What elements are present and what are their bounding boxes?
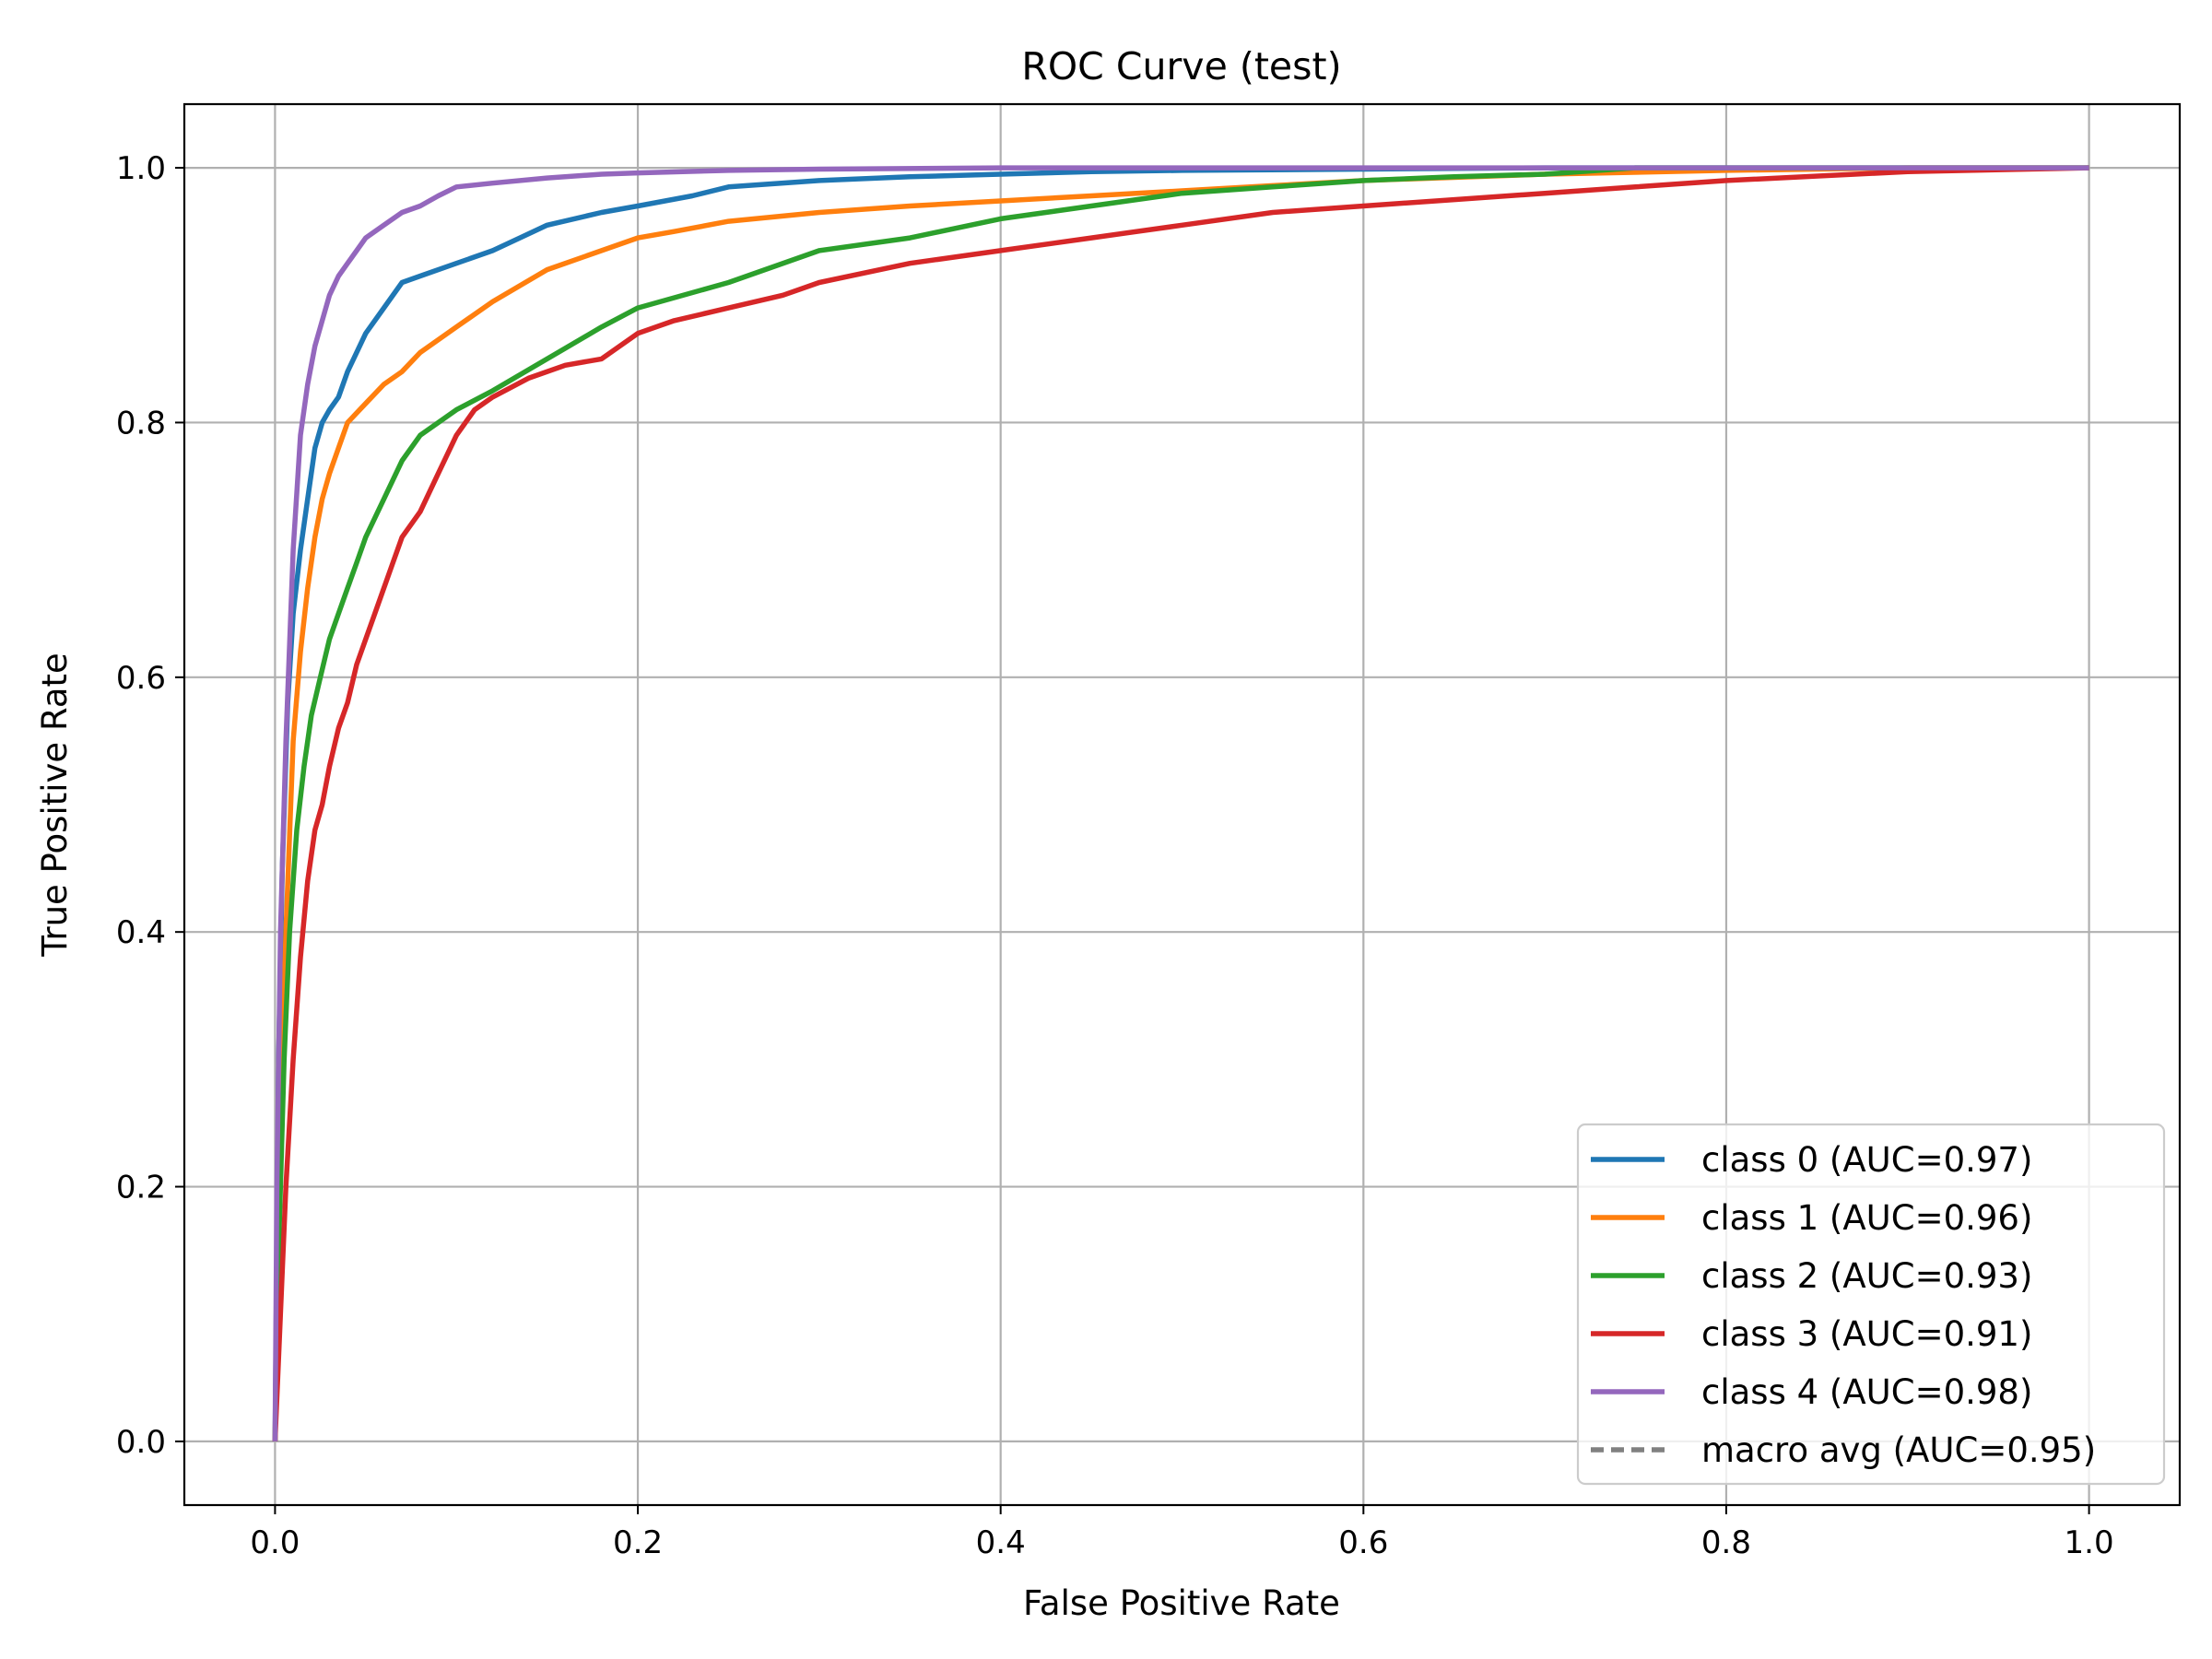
- series-lines: [272, 165, 2089, 1442]
- legend-entry: class 2 (AUC=0.93): [1591, 1256, 2032, 1296]
- y-tick-label: 0.4: [116, 914, 166, 951]
- legend-label: class 0 (AUC=0.97): [1701, 1140, 2032, 1180]
- x-tick-label: 0.8: [1701, 1524, 1751, 1561]
- series-line-class-2: [272, 165, 2089, 1441]
- legend-entry: macro avg (AUC=0.95): [1591, 1430, 2096, 1470]
- legend-entry: class 3 (AUC=0.91): [1591, 1314, 2032, 1354]
- y-tick-label: 0.6: [116, 660, 166, 697]
- plot-frame: [182, 102, 2182, 1507]
- x-tick-label: 0.2: [613, 1524, 663, 1561]
- legend-label: class 4 (AUC=0.98): [1701, 1372, 2032, 1412]
- series-line-class-0: [272, 165, 2089, 1441]
- legend-label: class 3 (AUC=0.91): [1701, 1314, 2032, 1354]
- legend-entry: class 1 (AUC=0.96): [1591, 1198, 2032, 1238]
- legend-label: class 2 (AUC=0.93): [1701, 1256, 2032, 1296]
- ticks: 0.0 0.2 0.4 0.6 0.8 1.0 0.0 0.2 0.4 0.6 0.8 1.0: [116, 150, 2114, 1561]
- legend-entry: class 0 (AUC=0.97): [1591, 1140, 2032, 1180]
- x-tick-label: 0.4: [976, 1524, 1026, 1561]
- chart-title: ROC Curve (test): [1021, 44, 1341, 88]
- x-tick-label: 1.0: [2065, 1524, 2114, 1561]
- legend: class 0 (AUC=0.97) class 1 (AUC=0.96) clas…: [1576, 1123, 2166, 1486]
- y-tick-label: 1.0: [116, 150, 166, 187]
- x-tick-label: 0.0: [250, 1524, 300, 1561]
- y-axis-label: True Positive Rate: [35, 653, 75, 958]
- y-tick-label: 0.2: [116, 1170, 166, 1206]
- x-axis-label: False Positive Rate: [1023, 1583, 1340, 1623]
- y-tick-label: 0.8: [116, 405, 166, 441]
- legend-label: macro avg (AUC=0.95): [1701, 1430, 2096, 1470]
- legend-entry: class 4 (AUC=0.98): [1591, 1372, 2032, 1412]
- series-line-class-4: [272, 165, 2089, 1441]
- series-line-class-3: [272, 165, 2089, 1442]
- legend-frame: [1576, 1123, 2166, 1486]
- legend-label: class 1 (AUC=0.96): [1701, 1198, 2032, 1238]
- grid: [184, 104, 2180, 1505]
- y-tick-label: 0.0: [116, 1424, 166, 1461]
- x-tick-label: 0.6: [1338, 1524, 1388, 1561]
